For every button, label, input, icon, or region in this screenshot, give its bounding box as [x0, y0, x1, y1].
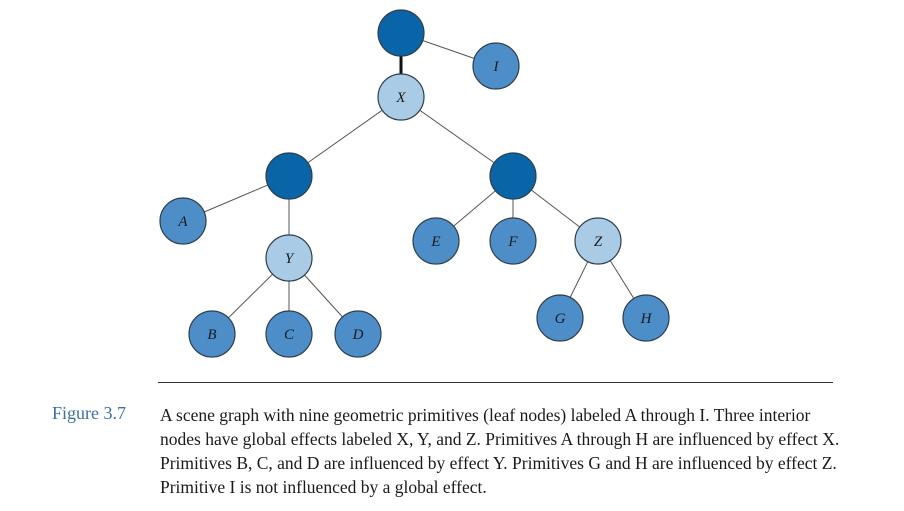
- node-circle-F: [489, 217, 537, 265]
- node-circle-A: [159, 197, 207, 245]
- node-C: C: [265, 310, 313, 358]
- node-label-G: G: [555, 311, 566, 327]
- node-circle-X: [377, 73, 425, 121]
- node-label-A: A: [177, 214, 188, 230]
- node-circle-Y: [265, 234, 313, 282]
- figure-caption: A scene graph with nine geometric primit…: [160, 405, 840, 497]
- node-A: A: [159, 197, 207, 245]
- node-label-D: D: [352, 327, 364, 343]
- node-I: I: [472, 42, 520, 90]
- node-circle-B: [188, 310, 236, 358]
- node-label-E: E: [430, 234, 440, 250]
- node-X: X: [377, 73, 425, 121]
- node-G: G: [536, 294, 584, 342]
- node-H: H: [622, 294, 670, 342]
- node-circle-E: [412, 217, 460, 265]
- node-Z: Z: [574, 217, 622, 265]
- caption-divider: [158, 382, 833, 383]
- node-circle-C: [265, 310, 313, 358]
- node-circle-n1: [265, 152, 313, 200]
- node-F: F: [489, 217, 537, 265]
- node-B: B: [188, 310, 236, 358]
- node-circle-n2: [489, 152, 537, 200]
- node-n1: [265, 152, 313, 200]
- node-circle-G: [536, 294, 584, 342]
- node-root: [377, 9, 425, 57]
- node-label-H: H: [640, 311, 653, 327]
- node-label-C: C: [284, 327, 295, 343]
- node-label-B: B: [207, 327, 216, 343]
- node-E: E: [412, 217, 460, 265]
- figure-number: Figure 3.7: [52, 403, 126, 423]
- scene-graph-diagram: I X A Y B C D E F Z G H: [159, 9, 670, 358]
- node-label-I: I: [493, 59, 500, 75]
- node-D: D: [334, 310, 382, 358]
- node-circle-Z: [574, 217, 622, 265]
- node-Y: Y: [265, 234, 313, 282]
- node-circle-H: [622, 294, 670, 342]
- node-label-X: X: [395, 90, 406, 106]
- node-circle-root: [377, 9, 425, 57]
- node-circle-I: [472, 42, 520, 90]
- node-label-F: F: [507, 234, 518, 250]
- node-label-Y: Y: [285, 251, 295, 267]
- node-n2: [489, 152, 537, 200]
- node-label-Z: Z: [594, 234, 603, 250]
- node-circle-D: [334, 310, 382, 358]
